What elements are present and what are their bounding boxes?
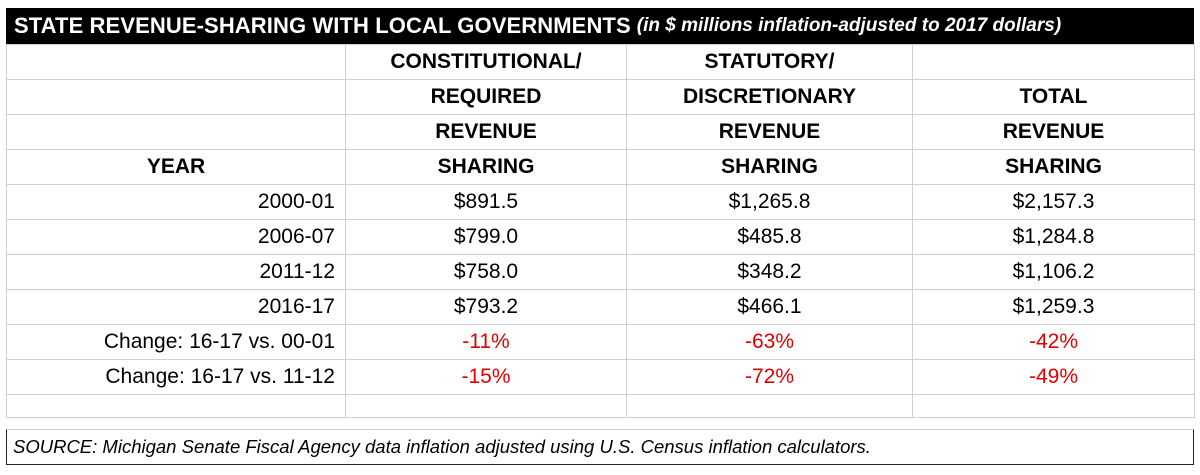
header-cell: CONSTITUTIONAL/ bbox=[345, 44, 627, 80]
constitutional-cell: $891.5 bbox=[345, 184, 627, 220]
table-row: 2016-17 $793.2 $466.1 $1,259.3 bbox=[6, 289, 1195, 325]
change-label-cell: Change: 16-17 vs. 11-12 bbox=[6, 359, 346, 395]
year-cell: 2006-07 bbox=[6, 219, 346, 255]
constitutional-cell: $758.0 bbox=[345, 254, 627, 290]
table-title: STATE REVENUE-SHARING WITH LOCAL GOVERNM… bbox=[14, 13, 631, 38]
statutory-cell: $1,265.8 bbox=[626, 184, 913, 220]
change-row: Change: 16-17 vs. 00-01 -11% -63% -42% bbox=[6, 324, 1195, 360]
empty-cell bbox=[345, 394, 627, 418]
total-cell: $1,284.8 bbox=[912, 219, 1195, 255]
table-row: 2000-01 $891.5 $1,265.8 $2,157.3 bbox=[6, 184, 1195, 220]
statutory-change-cell: -72% bbox=[626, 359, 913, 395]
constitutional-change-cell: -15% bbox=[345, 359, 627, 395]
change-row: Change: 16-17 vs. 11-12 -15% -72% -49% bbox=[6, 359, 1195, 395]
header-row: CONSTITUTIONAL/ STATUTORY/ bbox=[6, 44, 1195, 80]
year-cell: 2016-17 bbox=[6, 289, 346, 325]
constitutional-cell: $793.2 bbox=[345, 289, 627, 325]
empty-cell bbox=[6, 394, 346, 418]
change-label-cell: Change: 16-17 vs. 00-01 bbox=[6, 324, 346, 360]
total-cell: $1,106.2 bbox=[912, 254, 1195, 290]
constitutional-change-cell: -11% bbox=[345, 324, 627, 360]
table-row: 2011-12 $758.0 $348.2 $1,106.2 bbox=[6, 254, 1195, 290]
table-row: 2006-07 $799.0 $485.8 $1,284.8 bbox=[6, 219, 1195, 255]
header-cell: SHARING bbox=[345, 149, 627, 185]
year-cell: 2000-01 bbox=[6, 184, 346, 220]
header-cell: REQUIRED bbox=[345, 79, 627, 115]
header-cell: REVENUE bbox=[345, 114, 627, 150]
constitutional-cell: $799.0 bbox=[345, 219, 627, 255]
title-bar: STATE REVENUE-SHARING WITH LOCAL GOVERNM… bbox=[6, 8, 1194, 44]
header-cell: REVENUE bbox=[626, 114, 913, 150]
revenue-sharing-table: CONSTITUTIONAL/ STATUTORY/ REQUIRED DISC… bbox=[6, 44, 1195, 418]
header-cell: DISCRETIONARY bbox=[626, 79, 913, 115]
header-cell bbox=[912, 44, 1195, 80]
empty-cell bbox=[626, 394, 913, 418]
total-change-cell: -42% bbox=[912, 324, 1195, 360]
header-cell bbox=[6, 114, 346, 150]
total-cell: $1,259.3 bbox=[912, 289, 1195, 325]
header-cell bbox=[6, 44, 346, 80]
empty-cell bbox=[912, 394, 1195, 418]
header-cell: STATUTORY/ bbox=[626, 44, 913, 80]
statutory-change-cell: -63% bbox=[626, 324, 913, 360]
table-subtitle: (in $ millions inflation-adjusted to 201… bbox=[636, 15, 1062, 36]
header-cell bbox=[6, 79, 346, 115]
statutory-cell: $348.2 bbox=[626, 254, 913, 290]
header-cell: REVENUE bbox=[912, 114, 1195, 150]
spacer-row bbox=[6, 394, 1195, 418]
header-row: YEAR SHARING SHARING SHARING bbox=[6, 149, 1195, 185]
header-cell: TOTAL bbox=[912, 79, 1195, 115]
header-cell: SHARING bbox=[626, 149, 913, 185]
statutory-cell: $485.8 bbox=[626, 219, 913, 255]
statutory-cell: $466.1 bbox=[626, 289, 913, 325]
header-cell: SHARING bbox=[912, 149, 1195, 185]
total-change-cell: -49% bbox=[912, 359, 1195, 395]
source-note: SOURCE: Michigan Senate Fiscal Agency da… bbox=[6, 429, 1194, 465]
header-row: REQUIRED DISCRETIONARY TOTAL bbox=[6, 79, 1195, 115]
header-row: REVENUE REVENUE REVENUE bbox=[6, 114, 1195, 150]
header-cell: YEAR bbox=[6, 149, 346, 185]
year-cell: 2011-12 bbox=[6, 254, 346, 290]
total-cell: $2,157.3 bbox=[912, 184, 1195, 220]
